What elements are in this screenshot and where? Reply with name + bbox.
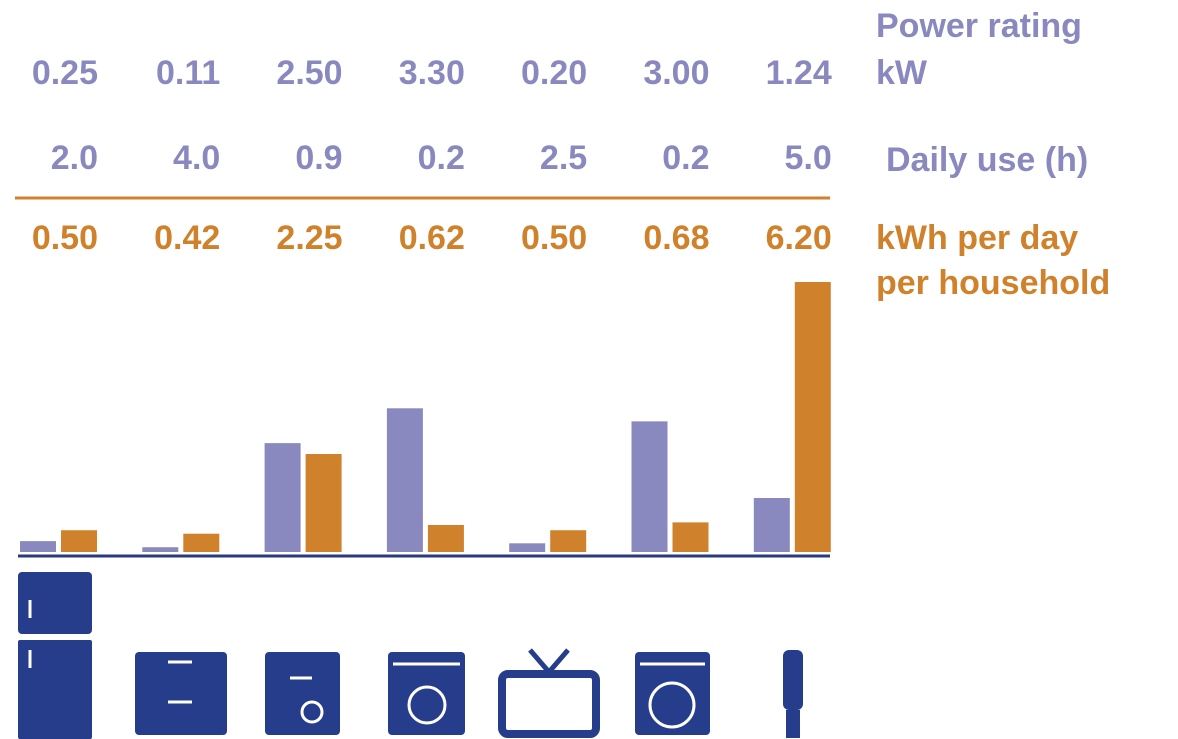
bar: [753, 498, 790, 552]
bar: [672, 522, 709, 552]
value-label: 0.25: [32, 54, 98, 92]
value-label: 2.5: [540, 139, 587, 177]
value-label: 0.50: [521, 219, 587, 257]
value-label: 1.24: [766, 54, 832, 92]
value-label: 0.11: [156, 54, 220, 92]
bar: [20, 541, 56, 552]
fridge-icon: [18, 640, 92, 739]
bar: [305, 454, 342, 552]
legend-label: Power rating: [876, 7, 1082, 45]
row-label: Daily use (h): [886, 141, 1088, 179]
dryer-icon: [388, 652, 465, 735]
value-label: 0.62: [399, 219, 465, 257]
bar: [631, 421, 668, 552]
value-label: 0.50: [32, 219, 98, 257]
bar: [509, 543, 546, 552]
value-label: 3.30: [399, 54, 465, 92]
value-label: 0.42: [154, 219, 220, 257]
bar: [61, 530, 97, 552]
dishwasher-icon: [265, 652, 340, 735]
bulb-base: [786, 710, 800, 738]
value-label: 5.0: [785, 139, 832, 177]
icon-details: [28, 600, 705, 729]
bar: [183, 533, 220, 552]
value-label: 0.68: [643, 219, 709, 257]
value-label: 2.50: [276, 54, 342, 92]
value-label: 2.0: [51, 139, 98, 177]
value-label: 0.9: [295, 139, 342, 177]
value-label: 0.2: [662, 139, 709, 177]
legend-label: per household: [876, 264, 1110, 302]
freezer-icon: [135, 652, 227, 735]
bulb-icon: [783, 650, 803, 710]
value-label: 0.2: [418, 139, 465, 177]
legend-label: kW: [876, 54, 928, 92]
bar: [794, 282, 831, 552]
fridge-icon: [18, 572, 92, 634]
icons: [18, 572, 803, 739]
bar: [142, 547, 179, 552]
value-label: 2.25: [276, 219, 342, 257]
bar: [264, 443, 301, 552]
value-label: 3.00: [643, 54, 709, 92]
bar: [550, 530, 587, 552]
value-label: 6.20: [766, 219, 832, 257]
bar: [386, 408, 423, 552]
tv-icon: [498, 670, 600, 738]
value-label: 4.0: [173, 139, 220, 177]
tv-antenna: [528, 648, 570, 676]
value-label: 0.20: [521, 54, 587, 92]
bar: [427, 525, 464, 552]
legend-label: kWh per day: [876, 219, 1078, 257]
